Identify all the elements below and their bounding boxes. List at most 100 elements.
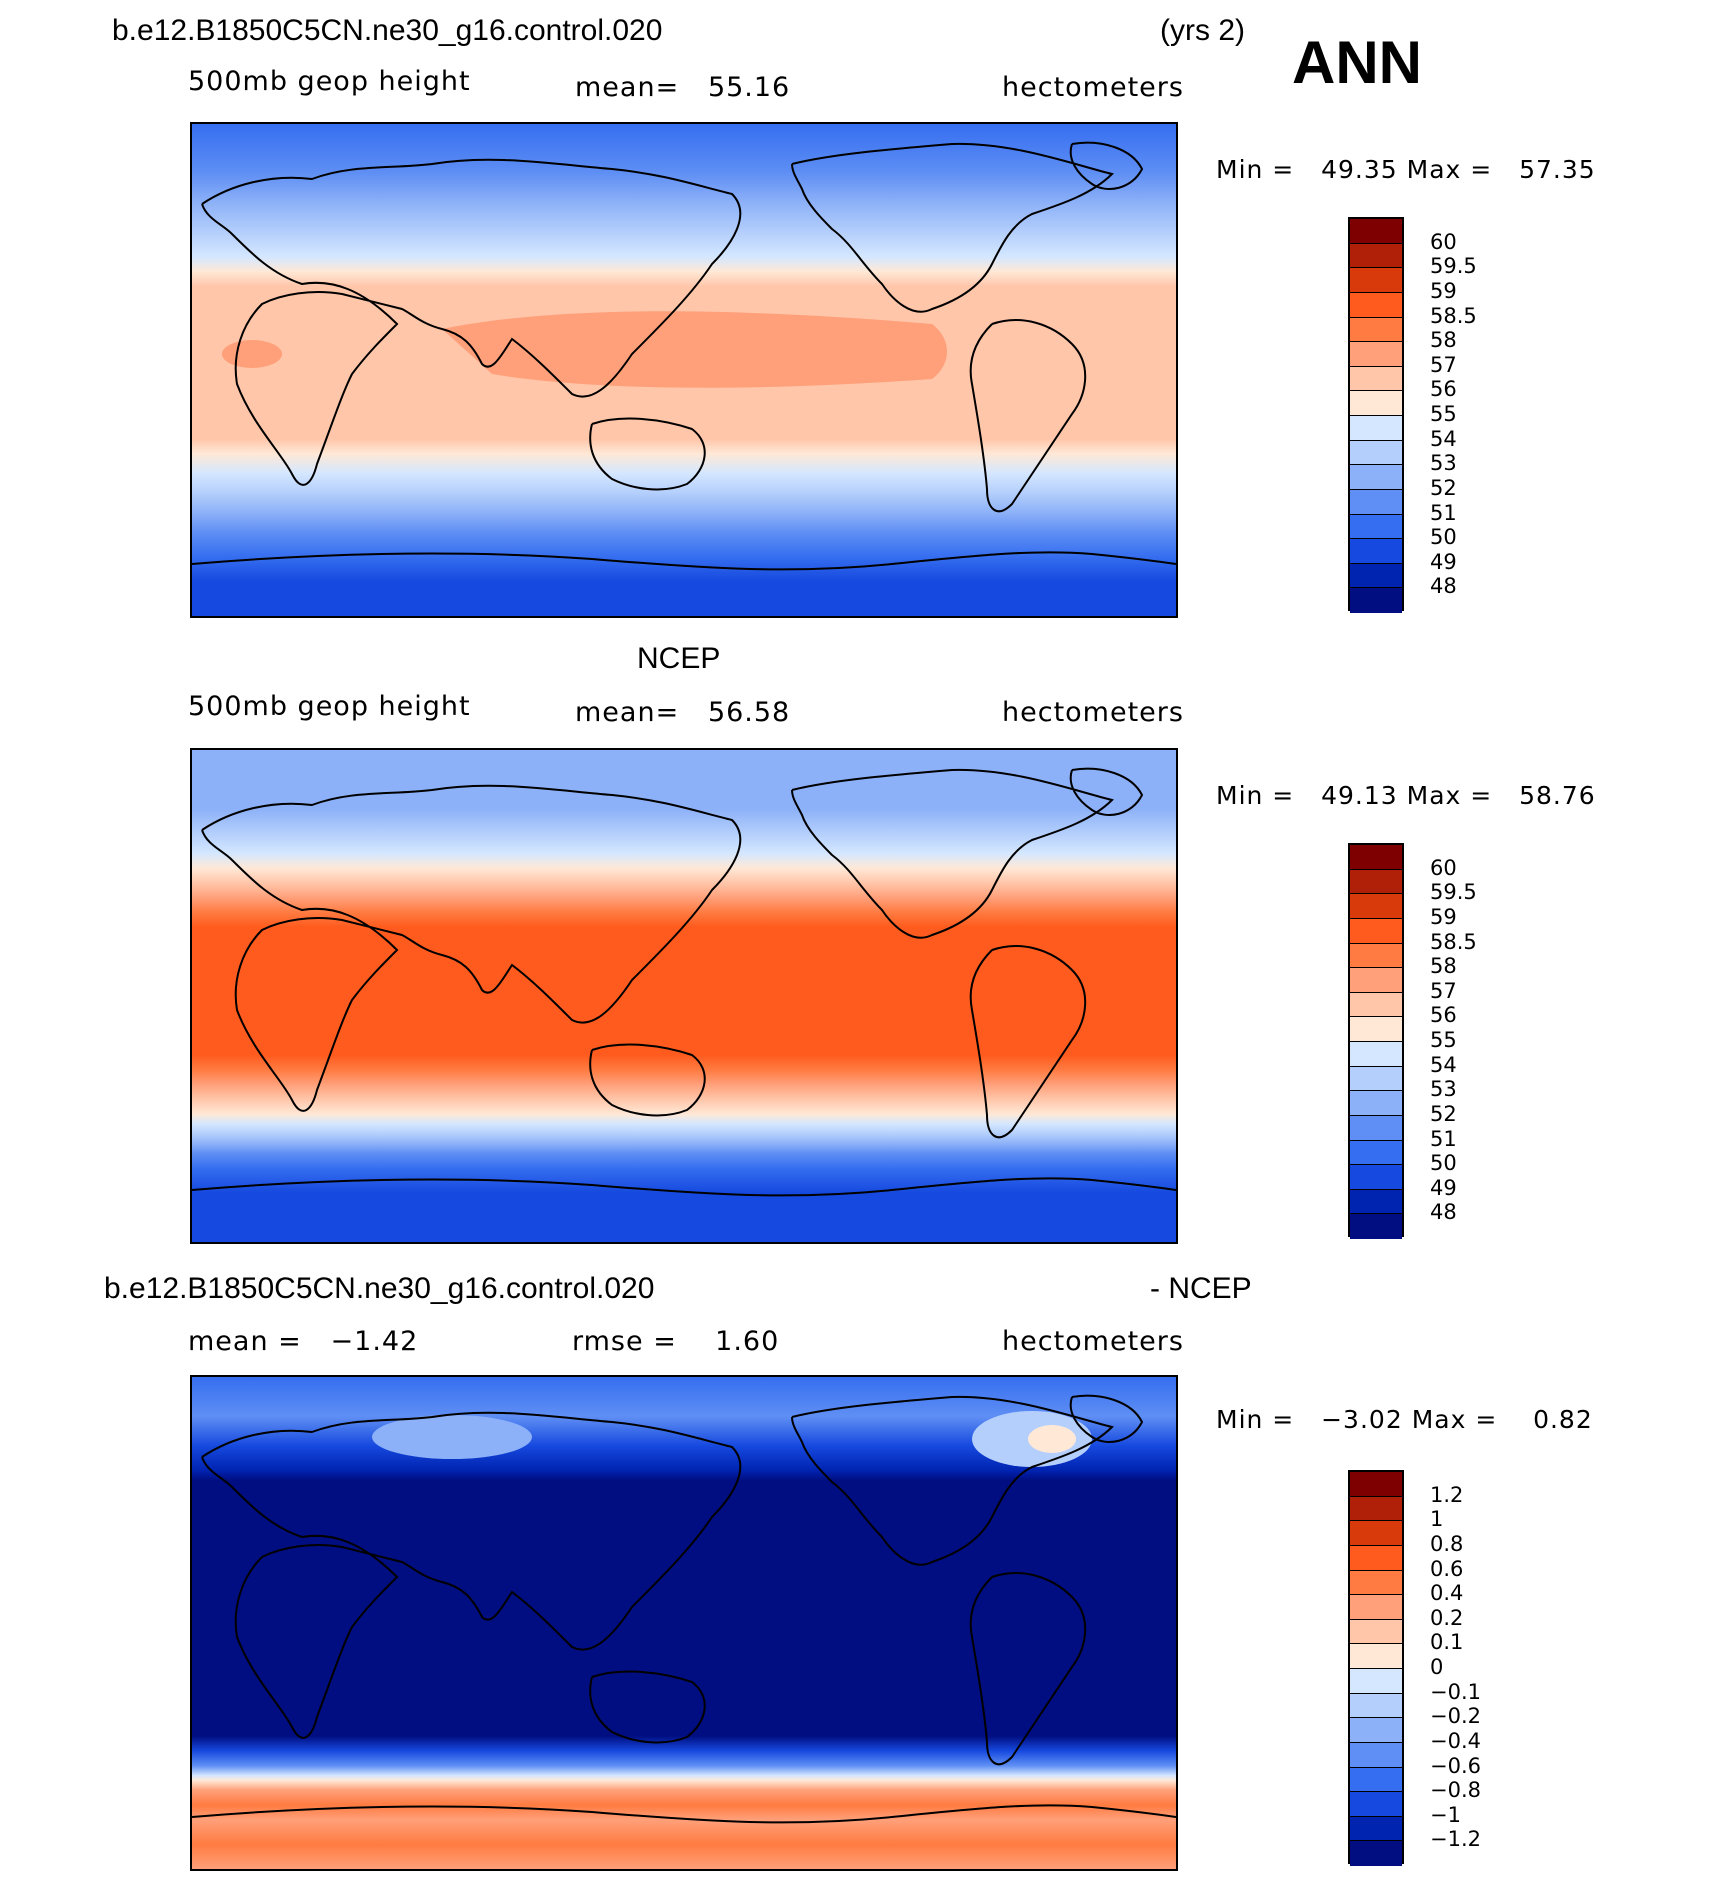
panel2-colorbar-label: 49 bbox=[1430, 1175, 1457, 1200]
panel1-colorbar-swatch bbox=[1350, 588, 1402, 613]
panel3-colorbar-swatch bbox=[1350, 1767, 1402, 1793]
panel1-colorbar-swatch bbox=[1350, 563, 1402, 589]
panel3-colorbar-swatch bbox=[1350, 1742, 1402, 1768]
panel2-colorbar-label: 52 bbox=[1430, 1101, 1457, 1126]
panel3-colorbar-label: 1.2 bbox=[1430, 1482, 1464, 1507]
panel2-max-label: Max = bbox=[1406, 781, 1493, 810]
panel1-colorbar-label: 53 bbox=[1430, 451, 1457, 476]
panel3-units: hectometers bbox=[1002, 1326, 1184, 1357]
panel1-units: hectometers bbox=[1002, 72, 1184, 103]
panel1-colorbar-label: 60 bbox=[1430, 229, 1457, 254]
panel1-colorbar-label: 49 bbox=[1430, 549, 1457, 574]
panel1-colorbar-label: 59.5 bbox=[1430, 254, 1477, 279]
panel2-colorbar-label: 54 bbox=[1430, 1052, 1457, 1077]
panel3-colorbar-label: 0 bbox=[1430, 1655, 1444, 1679]
panel2-min-label: Min = bbox=[1216, 781, 1295, 810]
panel1-colorbar-swatch bbox=[1350, 489, 1402, 515]
panel2-colorbar-swatch bbox=[1350, 992, 1402, 1018]
panel3-rmse: rmse = 1.60 bbox=[572, 1326, 780, 1357]
panel3-colorbar-label: 0.2 bbox=[1430, 1605, 1464, 1630]
panel1-colorbar-swatch bbox=[1350, 366, 1402, 392]
panel2-colorbar-swatch bbox=[1350, 869, 1402, 895]
panel3-colorbar-swatch bbox=[1350, 1545, 1402, 1571]
panel2-colorbar-label: 59.5 bbox=[1430, 880, 1477, 905]
panel2-colorbar-swatch bbox=[1350, 845, 1402, 870]
panel1-colorbar-swatch bbox=[1350, 539, 1402, 564]
case-title: b.e12.B1850C5CN.ne30_g16.control.020 bbox=[112, 14, 663, 47]
panel3-colorbar-label: 1 bbox=[1430, 1507, 1444, 1532]
panel3-colorbar-swatch bbox=[1350, 1816, 1402, 1842]
panel3-colorbar bbox=[1348, 1470, 1404, 1866]
season-label: ANN bbox=[1292, 29, 1422, 96]
panel3-colorbar-label: −0.4 bbox=[1430, 1728, 1481, 1753]
panel2-colorbar-swatch bbox=[1350, 1042, 1402, 1067]
panel1-colorbar-swatch bbox=[1350, 342, 1402, 367]
panel3-mean: mean = −1.42 bbox=[188, 1326, 419, 1357]
panel2-colorbar-swatch bbox=[1350, 918, 1402, 944]
panel2-colorbar-swatch bbox=[1350, 1091, 1402, 1116]
panel3-colorbar-label: −0.8 bbox=[1430, 1778, 1481, 1803]
panel1-colorbar-swatch bbox=[1350, 391, 1402, 416]
panel1-colorbar-swatch bbox=[1350, 219, 1402, 244]
panel2-colorbar-swatch bbox=[1350, 1140, 1402, 1166]
panel1-colorbar-swatch bbox=[1350, 268, 1402, 293]
panel1-min-label: Min = bbox=[1216, 155, 1295, 184]
panel1-max-value: 57.35 bbox=[1519, 155, 1596, 184]
panel3-map bbox=[190, 1375, 1178, 1871]
panel2-colorbar-label: 60 bbox=[1430, 855, 1457, 880]
panel3-min-label: Min = bbox=[1216, 1405, 1295, 1434]
panel3-colorbar-label: −0.1 bbox=[1430, 1679, 1481, 1704]
panel3-max-value: 0.82 bbox=[1533, 1405, 1593, 1434]
panel1-colorbar-swatch bbox=[1350, 465, 1402, 490]
panel1-colorbar-label: 54 bbox=[1430, 426, 1457, 451]
panel2-colorbar-label: 51 bbox=[1430, 1126, 1457, 1151]
panel1-colorbar-swatch bbox=[1350, 416, 1402, 441]
panel2-colorbar-label: 50 bbox=[1430, 1151, 1457, 1176]
panel3-colorbar-swatch bbox=[1350, 1669, 1402, 1694]
panel3-colorbar-swatch bbox=[1350, 1472, 1402, 1497]
panel2-colorbar-label: 57 bbox=[1430, 978, 1457, 1003]
panel3-colorbar-swatch bbox=[1350, 1693, 1402, 1719]
panel1-colorbar-label: 59 bbox=[1430, 278, 1457, 303]
panel2-map bbox=[190, 748, 1178, 1244]
panel2-colorbar-label: 55 bbox=[1430, 1028, 1457, 1052]
panel1-colorbar-swatch bbox=[1350, 317, 1402, 343]
panel3-field bbox=[192, 1377, 1176, 1869]
panel2-colorbar-label: 58 bbox=[1430, 954, 1457, 979]
panel3-title-right: - NCEP bbox=[1150, 1272, 1252, 1305]
panel3-minmax: Min = −3.02 Max = 0.82 bbox=[1216, 1405, 1593, 1434]
panel1-colorbar-label: 58 bbox=[1430, 328, 1457, 353]
panel3-colorbar-label: −0.2 bbox=[1430, 1704, 1481, 1729]
panel3-colorbar-swatch bbox=[1350, 1792, 1402, 1817]
coastline bbox=[192, 141, 1176, 571]
panel2-title: NCEP bbox=[637, 642, 721, 675]
panel1-map bbox=[190, 122, 1178, 618]
panel3-colorbar-swatch bbox=[1350, 1521, 1402, 1546]
panel2-colorbar-label: 56 bbox=[1430, 1003, 1457, 1028]
panel2-colorbar-swatch bbox=[1350, 894, 1402, 919]
panel3-colorbar-swatch bbox=[1350, 1644, 1402, 1669]
panel3-colorbar-swatch bbox=[1350, 1570, 1402, 1596]
panel3-max-label: Max = bbox=[1411, 1405, 1498, 1434]
panel1-mean: mean= 55.16 bbox=[575, 72, 791, 103]
panel1-colorbar-label: 50 bbox=[1430, 525, 1457, 550]
panel3-colorbar-label: 0.6 bbox=[1430, 1556, 1464, 1581]
panel3-title-left: b.e12.B1850C5CN.ne30_g16.control.020 bbox=[104, 1272, 655, 1305]
panel3-colorbar-swatch bbox=[1350, 1595, 1402, 1620]
panel2-field bbox=[192, 750, 1176, 1242]
panel3-colorbar-label: 0.1 bbox=[1430, 1630, 1464, 1655]
coastline bbox=[192, 1394, 1176, 1824]
panel2-colorbar-label: 53 bbox=[1430, 1077, 1457, 1102]
panel3-colorbar-label: −1 bbox=[1430, 1802, 1461, 1827]
panel2-colorbar-label: 58.5 bbox=[1430, 929, 1477, 954]
panel2-max-value: 58.76 bbox=[1519, 781, 1596, 810]
panel1-field bbox=[192, 124, 1176, 616]
panel1-colorbar-label: 52 bbox=[1430, 475, 1457, 500]
panel2-colorbar-label: 48 bbox=[1430, 1200, 1457, 1225]
panel1-colorbar-label: 51 bbox=[1430, 500, 1457, 525]
panel3-colorbar-swatch bbox=[1350, 1718, 1402, 1743]
panel1-minmax: Min = 49.35 Max = 57.35 bbox=[1216, 155, 1596, 184]
coastline bbox=[192, 767, 1176, 1197]
panel1-min-value: 49.35 bbox=[1321, 155, 1398, 184]
panel2-variable: 500mb geop height bbox=[188, 691, 471, 722]
